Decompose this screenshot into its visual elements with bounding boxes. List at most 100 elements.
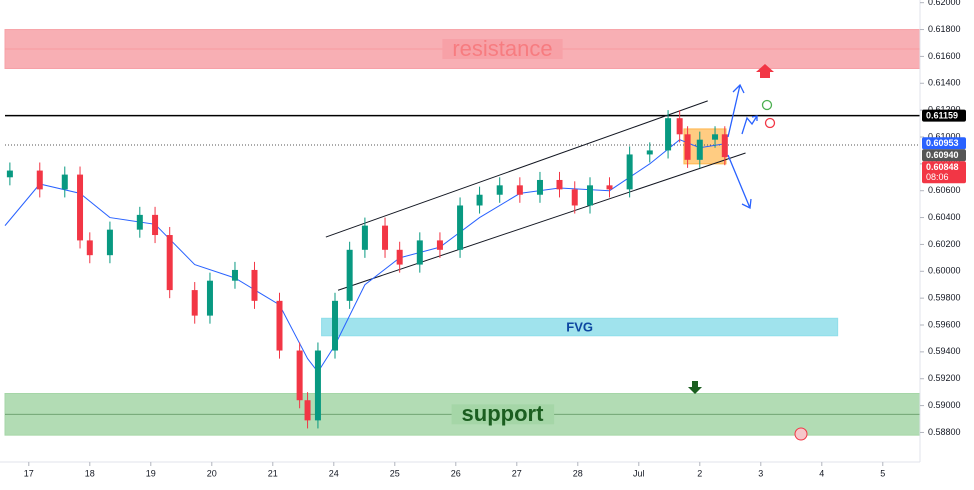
candle-body xyxy=(457,205,464,250)
candle-body xyxy=(152,214,159,236)
candle-body xyxy=(251,269,258,301)
x-tick-label: 2 xyxy=(697,468,702,478)
event-icon xyxy=(794,427,808,441)
candle-body xyxy=(346,249,353,301)
red-up-arrow xyxy=(756,64,774,78)
candle-body xyxy=(436,240,443,250)
y-tick-label: 0.59200 xyxy=(928,373,961,383)
candle-body xyxy=(166,235,173,291)
x-tick-label: 24 xyxy=(329,468,339,478)
zone-label-bg xyxy=(442,39,563,60)
candle-body xyxy=(676,118,683,135)
arrow-up xyxy=(727,83,745,138)
channel-line xyxy=(325,100,708,238)
zone-label: resistance xyxy=(452,36,552,61)
y-tick-label: 0.59400 xyxy=(928,346,961,356)
zone-label: FVG xyxy=(566,319,593,334)
candle-body xyxy=(571,189,578,206)
candle-body xyxy=(276,300,283,351)
candle-body xyxy=(382,225,389,250)
candle-body xyxy=(646,150,653,155)
arrow-down xyxy=(727,154,752,209)
candle-body xyxy=(206,280,213,316)
channel-line xyxy=(337,152,746,291)
y-tick-label: 0.60000 xyxy=(928,266,961,276)
y-tick-label: 0.59600 xyxy=(928,319,961,329)
candle-body xyxy=(36,170,43,190)
x-tick-label: 18 xyxy=(85,468,95,478)
candle-body xyxy=(191,290,198,316)
green-down-arrow xyxy=(688,381,702,394)
plot: resistance support FVG xyxy=(4,29,921,436)
candle-body xyxy=(304,400,311,421)
candle-body xyxy=(684,134,691,160)
price-tag-countdown: 08:06 xyxy=(926,172,949,182)
y-tick-label: 0.61800 xyxy=(928,24,961,34)
price-tag xyxy=(922,137,966,150)
x-tick-label: 27 xyxy=(512,468,522,478)
candle-body xyxy=(626,154,633,190)
price-tag-label: 0.60848 xyxy=(926,162,959,172)
candle-body xyxy=(556,179,563,190)
zone-label-bg xyxy=(451,404,555,425)
candle-body xyxy=(496,185,503,195)
candle-body xyxy=(231,269,238,281)
price-tag xyxy=(922,109,966,122)
candle-body xyxy=(416,240,423,265)
x-tick-label: 26 xyxy=(451,468,461,478)
candle-body xyxy=(606,185,613,190)
price-tag xyxy=(922,161,966,184)
y-tick-label: 0.59800 xyxy=(928,293,961,303)
zone xyxy=(321,317,839,337)
candle-body xyxy=(296,350,303,401)
candle-body xyxy=(314,350,321,421)
y-tick-label: 0.60400 xyxy=(928,212,961,222)
price-tag xyxy=(922,149,966,162)
candle-body xyxy=(696,139,703,160)
x-tick-label: 19 xyxy=(146,468,156,478)
x-tick-label: 3 xyxy=(758,468,763,478)
y-tick-label: 0.61200 xyxy=(928,105,961,115)
red-circle xyxy=(764,117,776,129)
x-tick-label: 5 xyxy=(880,468,885,478)
x-tick-label: 4 xyxy=(819,468,824,478)
candle-body xyxy=(536,179,543,195)
candle-body xyxy=(77,174,84,241)
y-tick-label: 0.60200 xyxy=(928,239,961,249)
candle-body xyxy=(361,225,368,250)
candle-body xyxy=(61,174,68,190)
annotations xyxy=(727,83,758,209)
y-tick-label: 0.61600 xyxy=(928,51,961,61)
y-tick-label: 0.61000 xyxy=(928,131,961,141)
candle-body xyxy=(106,229,113,256)
candle-body xyxy=(665,118,672,151)
y-tick-label: 0.59000 xyxy=(928,400,961,410)
y-tick-label: 0.60600 xyxy=(928,185,961,195)
zone-label: support xyxy=(462,401,545,426)
candle-body xyxy=(721,134,728,158)
candle-body xyxy=(332,300,339,351)
x-tick-label: 25 xyxy=(390,468,400,478)
price-tag-label: 0.61159 xyxy=(926,111,958,121)
x-tick-label: Jul xyxy=(633,468,645,478)
y-tick-label: 0.62000 xyxy=(928,0,961,7)
y-tick-label: 0.58800 xyxy=(928,427,961,437)
x-tick-label: 20 xyxy=(207,468,217,478)
candle-body xyxy=(712,134,719,140)
price-tag-label: 0.60953 xyxy=(926,138,959,148)
x-tick-label: 17 xyxy=(24,468,34,478)
candle-body xyxy=(6,170,13,178)
price-tag-label: 0.60940 xyxy=(926,150,959,160)
x-tick-label: 28 xyxy=(573,468,583,478)
candle-body xyxy=(586,185,593,206)
candle-body xyxy=(136,214,143,230)
y-tick-label: 0.61400 xyxy=(928,78,961,88)
candle-body xyxy=(476,194,483,206)
candle-body xyxy=(396,249,403,265)
candle-body xyxy=(86,240,93,256)
green-circle xyxy=(761,99,773,111)
candle-body xyxy=(516,185,523,195)
arrow-zigzag xyxy=(741,115,758,135)
range-box xyxy=(683,128,727,165)
